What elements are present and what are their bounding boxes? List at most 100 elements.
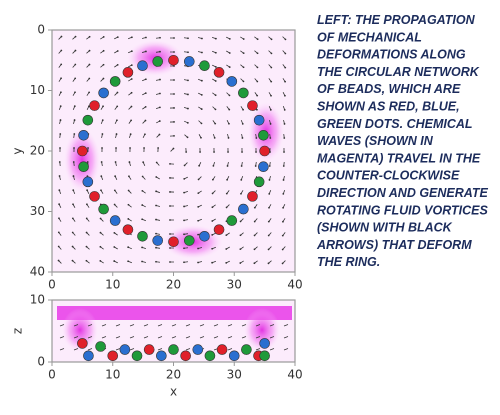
arrow-head <box>267 262 270 265</box>
arrow <box>213 324 219 327</box>
arrow-head <box>225 192 228 195</box>
bead <box>259 145 270 157</box>
arrow-head <box>130 36 133 39</box>
arrow-head <box>200 93 203 96</box>
arrow-head <box>159 36 161 39</box>
arrow-head <box>283 137 286 139</box>
arrow-head <box>72 203 74 206</box>
bead <box>168 236 179 248</box>
arrow-head <box>60 49 63 52</box>
bead <box>156 350 167 362</box>
arrow <box>87 324 93 327</box>
bead <box>253 114 265 126</box>
arrow-head <box>130 64 133 66</box>
arrow-head <box>155 232 157 235</box>
bead <box>89 191 100 202</box>
arrow-head <box>183 205 185 208</box>
arrow-head <box>102 77 105 80</box>
arrow-head <box>74 63 77 66</box>
bead <box>78 161 89 173</box>
arrow-head <box>60 91 62 94</box>
bead <box>204 350 216 362</box>
bead <box>228 350 240 362</box>
arrow-head <box>141 260 143 263</box>
arrow-head <box>169 177 171 179</box>
arrow-head <box>113 246 116 248</box>
wave-blob <box>244 308 280 352</box>
arrow-head <box>183 177 186 180</box>
x-tick-label: 10 <box>105 278 120 292</box>
arrow-head <box>173 107 175 109</box>
y-tick-label: 0 <box>37 355 45 369</box>
bead <box>107 350 119 362</box>
arrow-head <box>85 231 88 234</box>
bead <box>137 60 148 71</box>
arrow-head <box>211 206 214 209</box>
arrow-head <box>268 179 271 181</box>
arrow-head <box>255 151 257 153</box>
arrow-head <box>71 217 74 220</box>
arrow-head <box>183 219 185 222</box>
arrow-head <box>197 261 199 264</box>
y-axis-label: z <box>11 328 25 334</box>
arrow-head <box>200 122 203 125</box>
arrow-head <box>187 93 189 96</box>
arrow-head <box>256 66 259 69</box>
arrow-head <box>73 133 76 135</box>
arrow-head <box>88 91 91 94</box>
bead <box>89 100 100 111</box>
arrow-head <box>225 234 228 237</box>
arrow-head <box>57 245 60 248</box>
arrow-head <box>169 233 171 235</box>
arrow-head <box>85 217 88 220</box>
arrow-head <box>127 218 130 220</box>
arrow-head <box>158 133 161 136</box>
arrow <box>283 336 289 339</box>
bead <box>183 235 195 246</box>
arrow <box>269 336 275 339</box>
arrow-head <box>102 49 105 52</box>
arrow-head <box>113 189 116 192</box>
arrow-head <box>284 52 287 55</box>
arrow-head <box>144 105 147 108</box>
arrow-head <box>88 49 91 52</box>
arrow-head <box>256 94 259 97</box>
arrow-head <box>158 120 161 122</box>
arrow-head <box>241 122 244 125</box>
arrow-head <box>283 123 286 125</box>
bead <box>241 344 252 355</box>
arrow-head <box>256 108 258 111</box>
arrow-head <box>214 94 217 97</box>
arrow-head <box>214 108 217 111</box>
arrow-head <box>183 164 186 167</box>
arrow-head <box>200 79 203 82</box>
arrow-head <box>197 219 200 222</box>
arrow-head <box>127 203 130 206</box>
caption-line: ROTATING FLUID VORTICES <box>317 203 488 217</box>
arrow-head <box>141 189 144 192</box>
arrow-head <box>73 105 76 108</box>
caption-line: COUNTER-CLOCKWISE <box>317 169 460 183</box>
arrow <box>73 336 79 339</box>
arrow-head <box>57 259 60 262</box>
arrow-head <box>185 151 188 153</box>
arrow <box>129 348 135 351</box>
arrow-head <box>114 175 117 178</box>
arrow-head <box>86 161 89 163</box>
arrow-head <box>144 92 147 94</box>
arrow-head <box>88 35 91 38</box>
arrow-head <box>187 51 189 54</box>
arrow-head <box>253 206 256 209</box>
bead <box>226 215 238 226</box>
arrow-head <box>239 234 242 237</box>
caption-line: (SHOWN WITH BLACK <box>317 221 453 235</box>
arrow-head <box>116 50 119 52</box>
arrow-head <box>58 189 61 192</box>
arrow <box>87 336 93 339</box>
arrow-head <box>211 233 214 236</box>
arrow-head <box>142 161 145 164</box>
arrow-head <box>71 259 74 262</box>
arrow-head <box>58 203 61 206</box>
bead <box>98 87 109 99</box>
arrow-head <box>267 248 270 251</box>
